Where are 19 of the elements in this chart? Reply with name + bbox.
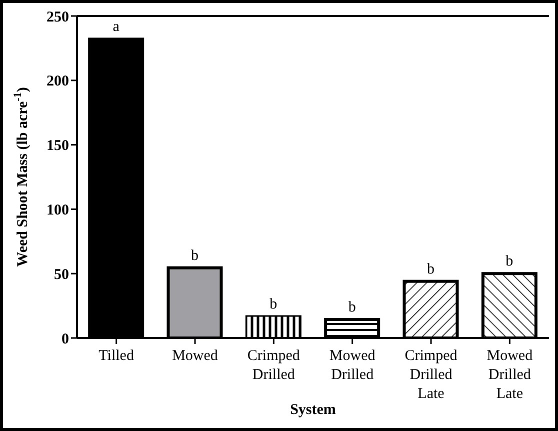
y-tick-label: 50 bbox=[54, 266, 69, 283]
annotation: a bbox=[112, 19, 120, 36]
x-tick-label: Tilled bbox=[98, 348, 134, 364]
y-tick-label: 250 bbox=[46, 9, 69, 26]
y-tick-label: 0 bbox=[62, 331, 69, 348]
x-tick-label: Mowed bbox=[172, 348, 218, 364]
y-tick-label: 100 bbox=[46, 202, 69, 219]
annotation: b bbox=[270, 296, 278, 313]
x-tick-label: Crimped Drilled bbox=[247, 348, 300, 383]
annotation: b bbox=[427, 261, 435, 278]
annotation: b bbox=[506, 254, 514, 270]
y-tick-label: 150 bbox=[46, 138, 69, 154]
annotation: b bbox=[191, 248, 199, 264]
x-tick-label: Crimped Drilled Late bbox=[404, 348, 458, 402]
x-tick-label: Mowed Drilled bbox=[329, 348, 376, 383]
x-tick-label: Mowed Drilled Late bbox=[486, 348, 534, 402]
annotation: b bbox=[348, 299, 356, 316]
y-tick-label: 200 bbox=[46, 74, 69, 90]
x-axis-title: System bbox=[290, 402, 336, 418]
